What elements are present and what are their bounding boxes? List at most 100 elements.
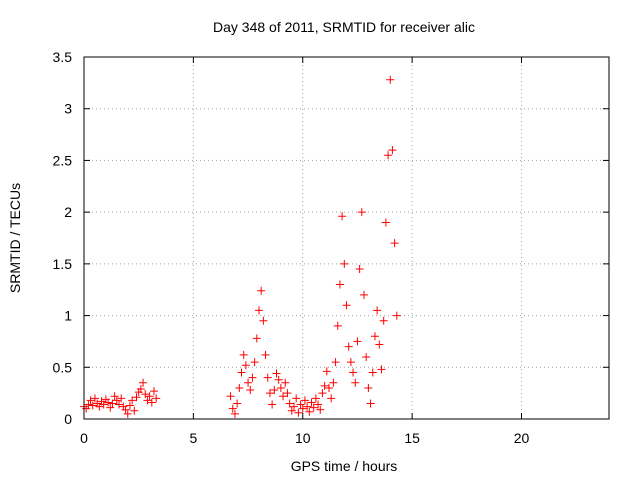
data-point bbox=[152, 394, 161, 403]
data-point bbox=[125, 401, 134, 410]
data-point bbox=[281, 378, 290, 387]
data-point bbox=[104, 398, 113, 407]
data-point bbox=[305, 407, 314, 416]
data-point bbox=[143, 396, 152, 405]
data-point bbox=[145, 392, 154, 401]
data-point bbox=[276, 383, 285, 392]
y-tick-label: 1 bbox=[64, 308, 72, 324]
data-point bbox=[309, 403, 318, 412]
data-point bbox=[320, 381, 329, 390]
data-point bbox=[355, 265, 364, 274]
data-point bbox=[285, 399, 294, 408]
data-point bbox=[141, 390, 150, 399]
data-point bbox=[226, 392, 235, 401]
data-point bbox=[360, 290, 368, 299]
data-point bbox=[112, 396, 121, 405]
data-point bbox=[392, 311, 401, 320]
data-point bbox=[268, 400, 277, 409]
data-point bbox=[252, 334, 261, 343]
data-point bbox=[110, 392, 119, 401]
data-point bbox=[338, 212, 347, 221]
data-point bbox=[314, 400, 323, 409]
x-tick-label: 5 bbox=[189, 430, 197, 446]
data-point bbox=[381, 218, 390, 227]
data-point bbox=[316, 405, 325, 414]
data-point bbox=[335, 280, 344, 289]
data-point bbox=[318, 389, 327, 398]
data-point bbox=[95, 402, 104, 411]
data-point bbox=[235, 383, 244, 392]
data-point bbox=[333, 321, 342, 330]
data-point bbox=[239, 350, 248, 359]
data-point bbox=[147, 398, 156, 407]
y-axis-label: SRMTID / TECUs bbox=[7, 183, 23, 293]
data-point bbox=[230, 409, 239, 418]
data-point bbox=[90, 394, 99, 403]
data-point bbox=[241, 361, 250, 370]
data-point bbox=[368, 368, 377, 377]
data-point bbox=[325, 383, 333, 392]
data-point bbox=[329, 378, 338, 387]
data-point bbox=[294, 408, 303, 417]
data-point bbox=[132, 393, 141, 402]
data-point bbox=[346, 358, 355, 367]
data-point bbox=[364, 383, 373, 392]
data-point bbox=[298, 404, 307, 413]
x-tick-label: 15 bbox=[404, 430, 420, 446]
data-point bbox=[150, 387, 158, 396]
data-point bbox=[84, 400, 93, 409]
data-point bbox=[261, 350, 270, 359]
x-tick-label: 20 bbox=[514, 430, 530, 446]
data-point bbox=[366, 399, 375, 408]
data-point bbox=[86, 396, 95, 405]
data-point bbox=[99, 400, 108, 409]
data-point bbox=[292, 394, 301, 403]
y-tick-label: 1.5 bbox=[53, 256, 73, 272]
y-tick-label: 2 bbox=[64, 204, 72, 220]
grid bbox=[84, 57, 609, 419]
data-point bbox=[255, 306, 263, 315]
y-tick-label: 2.5 bbox=[53, 152, 73, 168]
data-point bbox=[340, 259, 349, 268]
data-point bbox=[349, 368, 358, 377]
data-point bbox=[384, 151, 393, 160]
data-point bbox=[322, 367, 331, 376]
data-point bbox=[130, 406, 139, 415]
data-point bbox=[353, 337, 362, 346]
data-point bbox=[344, 342, 353, 351]
data-point bbox=[370, 332, 379, 341]
data-points bbox=[80, 75, 401, 418]
data-point bbox=[88, 401, 97, 410]
data-point bbox=[250, 358, 259, 367]
data-point bbox=[377, 365, 386, 374]
data-point bbox=[375, 340, 384, 349]
data-point bbox=[233, 399, 242, 408]
data-point bbox=[244, 378, 253, 387]
data-point bbox=[228, 404, 237, 413]
data-point bbox=[290, 402, 298, 411]
data-point bbox=[106, 403, 115, 412]
data-point bbox=[357, 208, 366, 217]
data-point bbox=[139, 378, 148, 387]
data-point bbox=[331, 358, 340, 367]
data-point bbox=[342, 301, 351, 310]
data-point bbox=[121, 405, 130, 414]
x-tick-label: 0 bbox=[80, 430, 88, 446]
data-point bbox=[351, 378, 360, 387]
data-point bbox=[311, 394, 320, 403]
data-point bbox=[300, 396, 309, 405]
data-point bbox=[123, 409, 132, 418]
plot-frame bbox=[83, 56, 610, 420]
y-tick-label: 0.5 bbox=[53, 359, 73, 375]
data-point bbox=[283, 389, 292, 398]
data-point bbox=[274, 375, 283, 384]
data-point bbox=[257, 286, 266, 295]
data-point bbox=[279, 392, 288, 401]
chart-title: Day 348 of 2011, SRMTID for receiver ali… bbox=[213, 19, 475, 35]
data-point bbox=[272, 369, 281, 378]
x-tick-label: 10 bbox=[295, 430, 311, 446]
data-point bbox=[115, 400, 123, 409]
data-point bbox=[270, 386, 279, 395]
data-point bbox=[265, 389, 274, 398]
